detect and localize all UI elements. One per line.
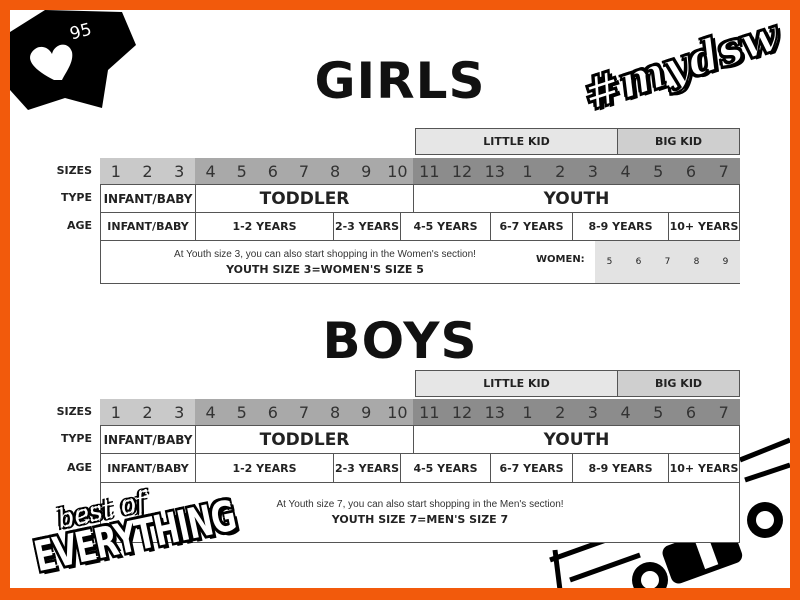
big-kid-header: BIG KID: [617, 370, 740, 397]
size: 7: [298, 161, 310, 181]
note-text: At Youth size 3, you can also start shop…: [174, 248, 476, 260]
type-label: TYPE: [60, 191, 92, 204]
note-bold: YOUTH SIZE 7=MEN'S SIZE 7: [331, 513, 509, 526]
size: 9: [361, 161, 372, 181]
size: 5: [236, 402, 247, 422]
size: 6: [685, 161, 697, 181]
infant-sizes: 1 2 3: [100, 158, 195, 184]
like-badge: [10, 10, 136, 110]
type-toddler: TODDLER: [195, 184, 414, 213]
size: 5: [236, 161, 247, 181]
size: 8: [330, 402, 341, 422]
little-kid-header: LITTLE KID: [415, 370, 618, 397]
size: 4: [205, 161, 216, 181]
size: 1: [522, 402, 533, 422]
age-cell: INFANT/BABY: [100, 453, 196, 483]
type-infant: INFANT/BABY: [100, 184, 196, 213]
size: 1: [110, 402, 121, 422]
size: 5: [653, 402, 664, 422]
women-size: 7: [664, 257, 671, 267]
type-toddler: TODDLER: [195, 425, 414, 454]
big-kid-header: BIG KID: [617, 128, 740, 155]
size: 7: [718, 402, 729, 422]
size: 4: [620, 161, 631, 181]
age-cell: 8-9 YEARS: [572, 453, 669, 483]
type-youth: YOUTH: [413, 184, 740, 213]
size: 6: [267, 402, 278, 422]
size: 8: [330, 161, 341, 181]
size: 3: [587, 161, 598, 181]
age-cell: 10+ YEARS: [668, 453, 740, 483]
women-size: 5: [606, 257, 613, 267]
size: 12: [451, 161, 473, 181]
size: 13: [484, 402, 505, 422]
age-cell: 4-5 YEARS: [400, 453, 491, 483]
women-size: 9: [722, 257, 729, 267]
women-size: 6: [635, 257, 642, 267]
size: 7: [298, 402, 310, 422]
type-youth: YOUTH: [413, 425, 740, 454]
type-infant: INFANT/BABY: [100, 425, 196, 454]
sizes-label: SIZES: [56, 164, 92, 177]
boys-note: At Youth size 7, you can also start shop…: [100, 482, 740, 543]
note-bold: YOUTH SIZE 3=WOMEN'S SIZE 5: [226, 262, 424, 276]
youth-sizes: 11 12 13 1 2 3 4 5 6 7: [413, 399, 740, 425]
type-label: TYPE: [60, 432, 92, 445]
size: 1: [522, 161, 533, 181]
age-label: AGE: [66, 219, 92, 232]
size: 4: [205, 402, 216, 422]
size: 6: [685, 402, 697, 422]
toddler-sizes: 4 5 6 7 8 9 10: [195, 399, 413, 425]
size-chart: 95 #mydsw GIRLS LITTLE KID BIG KID SIZES…: [10, 10, 790, 588]
age-cell: 4-5 YEARS: [400, 212, 491, 241]
age-cell: 1-2 YEARS: [195, 212, 334, 241]
age-cell: INFANT/BABY: [100, 212, 196, 241]
size: 2: [142, 402, 153, 422]
boys-title: BOYS: [322, 312, 478, 370]
infant-sizes: 1 2 3: [100, 399, 195, 425]
size: 2: [555, 161, 566, 181]
size: 11: [419, 402, 440, 422]
age-label: AGE: [66, 461, 92, 474]
girls-note: At Youth size 3, you can also start shop…: [100, 240, 740, 284]
size: 2: [555, 402, 566, 422]
youth-sizes: 11 12 13 1 2 3 4 5 6 7: [413, 158, 740, 184]
girls-title: GIRLS: [314, 52, 486, 110]
age-cell: 6-7 YEARS: [490, 453, 573, 483]
size: 3: [174, 402, 185, 422]
sizes-label: SIZES: [56, 405, 92, 418]
women-size: 8: [693, 257, 700, 267]
size: 9: [361, 402, 372, 422]
age-cell: 6-7 YEARS: [490, 212, 573, 241]
heart-icon: [30, 44, 73, 80]
age-cell: 2-3 YEARS: [333, 453, 401, 483]
little-kid-header: LITTLE KID: [415, 128, 618, 155]
women-sizes: 5 6 7 8 9: [595, 241, 740, 283]
note-text: At Youth size 7, you can also start shop…: [276, 499, 564, 510]
size: 7: [718, 161, 729, 181]
size: 10: [387, 402, 408, 422]
size: 11: [419, 161, 440, 181]
age-cell: 2-3 YEARS: [333, 212, 401, 241]
size: 10: [387, 161, 408, 181]
size: 13: [484, 161, 505, 181]
age-cell: 10+ YEARS: [668, 212, 740, 241]
toddler-sizes: 4 5 6 7 8 9 10: [195, 158, 413, 184]
size: 1: [110, 161, 121, 181]
size: 2: [142, 161, 153, 181]
size: 3: [174, 161, 185, 181]
women-label: WOMEN:: [536, 254, 585, 265]
size: 12: [451, 402, 473, 422]
size: 4: [620, 402, 631, 422]
size: 6: [267, 161, 278, 181]
size: 5: [653, 161, 664, 181]
age-cell: 8-9 YEARS: [572, 212, 669, 241]
size: 3: [587, 402, 598, 422]
